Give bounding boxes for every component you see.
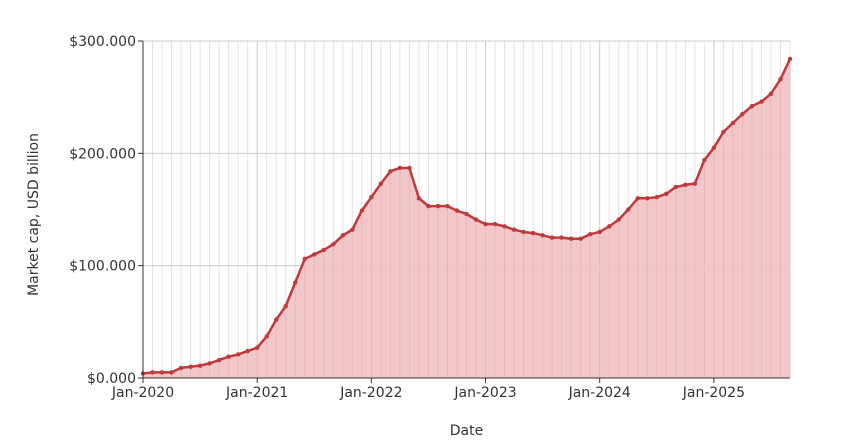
x-tick-label: Jan-2025 <box>682 385 745 401</box>
data-point <box>150 370 155 375</box>
data-point <box>768 91 774 96</box>
data-point <box>235 352 241 357</box>
data-point <box>664 191 669 196</box>
y-tick-labels: $0.000 $100.000 $200.000 $300.000 <box>69 34 143 387</box>
data-point <box>426 203 431 209</box>
data-point <box>350 227 355 232</box>
data-point <box>587 232 593 237</box>
data-point <box>464 211 469 217</box>
data-point <box>568 236 574 241</box>
data-point <box>264 334 269 339</box>
data-point <box>321 247 326 253</box>
data-point <box>530 230 536 236</box>
x-tick-label: Jan-2020 <box>111 385 174 401</box>
data-point <box>626 207 631 212</box>
data-point <box>378 181 384 186</box>
data-point <box>502 224 507 229</box>
data-point <box>407 165 412 171</box>
data-point <box>578 236 583 241</box>
data-point <box>721 129 726 135</box>
data-point <box>445 203 450 209</box>
data-point <box>730 120 736 126</box>
data-point <box>702 157 707 163</box>
data-point <box>188 364 193 369</box>
data-point <box>492 221 498 227</box>
x-axis-title: Date <box>450 423 483 439</box>
x-tick-label: Jan-2022 <box>339 385 402 401</box>
data-point <box>312 252 317 257</box>
data-point <box>787 56 793 62</box>
data-point <box>159 370 165 375</box>
points-layer <box>140 56 793 376</box>
y-tick-label: $0.000 <box>87 371 136 387</box>
data-point <box>254 345 260 350</box>
x-tick-label: Jan-2023 <box>453 385 516 401</box>
data-point <box>197 363 203 368</box>
area-layer <box>142 58 791 378</box>
data-point <box>740 111 745 117</box>
data-point <box>207 361 212 366</box>
data-point <box>169 370 174 375</box>
x-tick-label: Jan-2021 <box>225 385 288 401</box>
data-point <box>559 235 564 240</box>
data-point <box>216 357 222 363</box>
data-point <box>711 145 717 150</box>
axes-layer <box>142 41 790 379</box>
data-point <box>293 280 298 285</box>
data-point <box>283 303 288 309</box>
data-point <box>673 184 679 190</box>
y-axis-title: Market cap, USD billion <box>26 133 42 296</box>
data-point <box>178 365 184 371</box>
data-point <box>388 169 393 174</box>
data-point <box>778 76 783 82</box>
data-point <box>616 217 621 222</box>
data-point <box>416 196 422 201</box>
data-point <box>369 194 374 200</box>
data-point <box>454 208 460 213</box>
data-point <box>226 354 231 359</box>
data-point <box>483 221 488 227</box>
data-point <box>597 229 602 235</box>
data-point <box>635 196 640 201</box>
data-point <box>540 233 545 238</box>
data-point <box>692 181 698 186</box>
x-tick-label: Jan-2024 <box>568 385 631 401</box>
data-point <box>759 99 764 104</box>
y-tick-label: $100.000 <box>69 259 136 275</box>
y-tick-label: $200.000 <box>69 146 136 162</box>
data-point <box>245 348 250 354</box>
data-point <box>645 196 650 201</box>
data-point <box>331 242 336 247</box>
data-point <box>302 256 307 262</box>
x-tick-labels: Jan-2020 Jan-2021 Jan-2022 Jan-2023 Jan-2024… <box>111 378 745 401</box>
data-point <box>359 208 365 213</box>
data-point <box>521 229 526 235</box>
data-point <box>749 103 755 109</box>
data-point <box>683 182 688 187</box>
data-point <box>274 317 279 322</box>
data-point <box>473 217 479 222</box>
y-tick-label: $300.000 <box>69 34 136 50</box>
data-point <box>340 233 346 238</box>
data-point <box>549 235 555 240</box>
data-point <box>435 203 441 209</box>
data-point <box>511 227 517 232</box>
data-point <box>607 224 612 229</box>
data-point <box>397 165 403 171</box>
data-point <box>654 194 659 200</box>
